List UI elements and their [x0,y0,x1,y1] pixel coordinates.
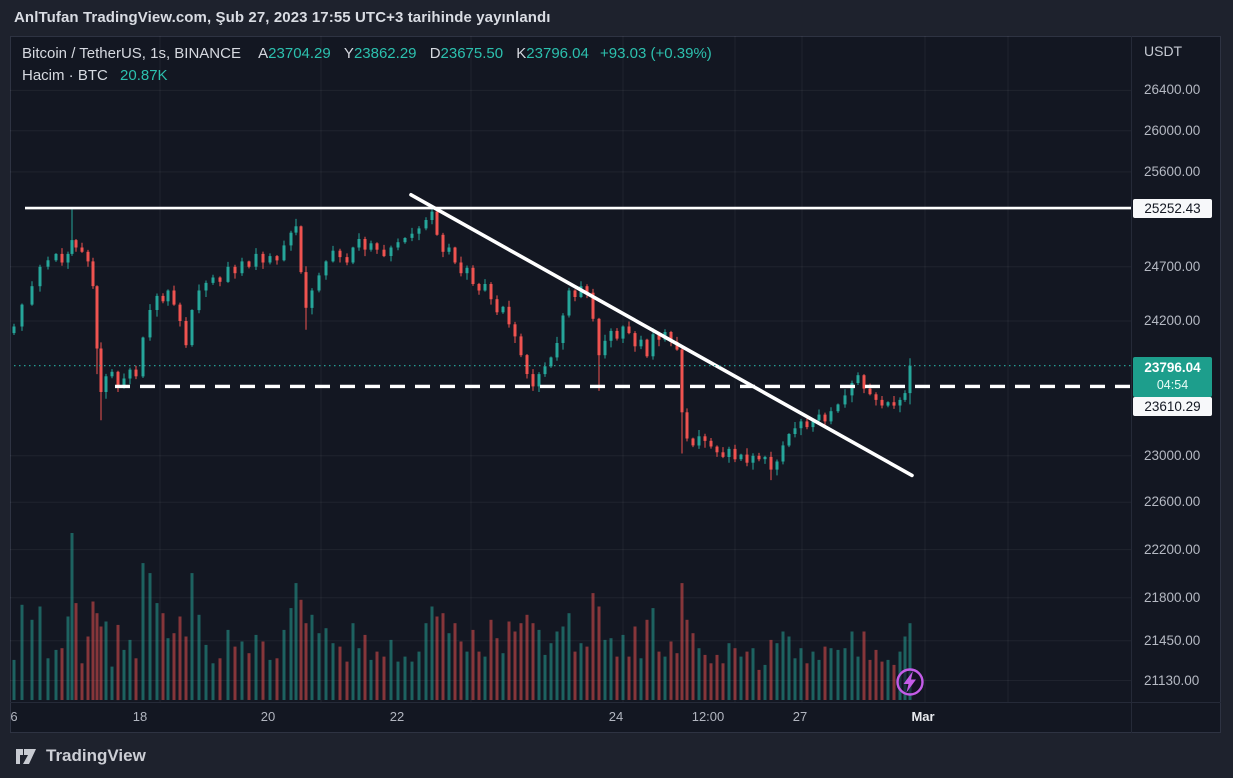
legend-volume-row: Hacim · BTC 20.87K [22,66,712,86]
price-chart-svg [10,36,1131,702]
price-tick-label: 22600.00 [1144,494,1201,510]
price-tick-label: 22200.00 [1144,541,1201,557]
support-price-badge: 23610.29 [1133,397,1212,416]
close-value: 23796.04 [526,45,589,62]
volume-value: 20.87K [120,67,168,84]
tradingview-logo[interactable]: TradingView [14,744,146,768]
chart-widget-frame [10,36,1221,733]
price-tick-label: 23000.00 [1144,447,1201,463]
legend-symbol-row: Bitcoin / TetherUS, 1s, BINANCE A23704.2… [22,44,712,64]
axis-currency-label: USDT [1144,43,1183,59]
open-value: 23704.29 [268,45,331,62]
price-tick-label: 26400.00 [1144,82,1201,98]
chart-legend: Bitcoin / TetherUS, 1s, BINANCE A23704.2… [22,44,712,86]
time-tick-label: 24 [608,709,624,724]
price-tick-label: 24200.00 [1144,312,1201,328]
change-value: +93.03 (+0.39%) [600,45,712,62]
flash-idea-marker[interactable] [896,668,924,696]
descending-trendline[interactable] [409,193,914,478]
chart-canvas[interactable] [10,36,1131,702]
volume-label: Hacim · BTC [22,67,108,84]
time-tick-label: 20 [260,709,276,724]
low-value: 23675.50 [440,45,504,62]
price-tick-label: 25600.00 [1144,163,1201,179]
high-value: 23862.29 [353,45,417,62]
tradingview-logo-text: TradingView [46,746,146,765]
volume-series [12,533,912,701]
price-tick-label: 21130.00 [1144,672,1200,688]
last-price-value: 23796.04 [1144,360,1201,375]
low-label: D23675.50 [429,45,504,62]
bar-countdown: 04:54 [1156,378,1189,392]
tradingview-logo-icon [16,749,36,764]
high-label: Y23862.29 [343,45,417,62]
time-tick-label: 12:00 [691,709,725,724]
time-axis-separator [10,702,1221,703]
time-tick-label: Mar [911,709,935,724]
price-tick-label: 21450.00 [1144,632,1201,648]
time-tick-label: 6 [10,709,18,724]
candlestick-series [12,206,912,481]
price-tick-label: 26000.00 [1144,122,1201,138]
close-label: K23796.04 [516,45,589,62]
time-tick-label: 27 [792,709,808,724]
attribution-text: AnlTufan TradingView.com, Şub 27, 2023 1… [14,9,551,26]
resistance-price-badge: 25252.43 [1133,199,1212,218]
price-tick-label: 24700.00 [1144,258,1201,274]
open-label: A23704.29 [258,45,331,62]
last-price-badge: 23796.04 04:54 [1133,357,1212,397]
symbol-title[interactable]: Bitcoin / TetherUS, 1s, BINANCE [22,45,241,62]
price-tick-label: 21800.00 [1144,589,1201,605]
price-axis-separator [1131,36,1132,733]
time-tick-label: 22 [389,709,405,724]
time-tick-label: 18 [132,709,148,724]
